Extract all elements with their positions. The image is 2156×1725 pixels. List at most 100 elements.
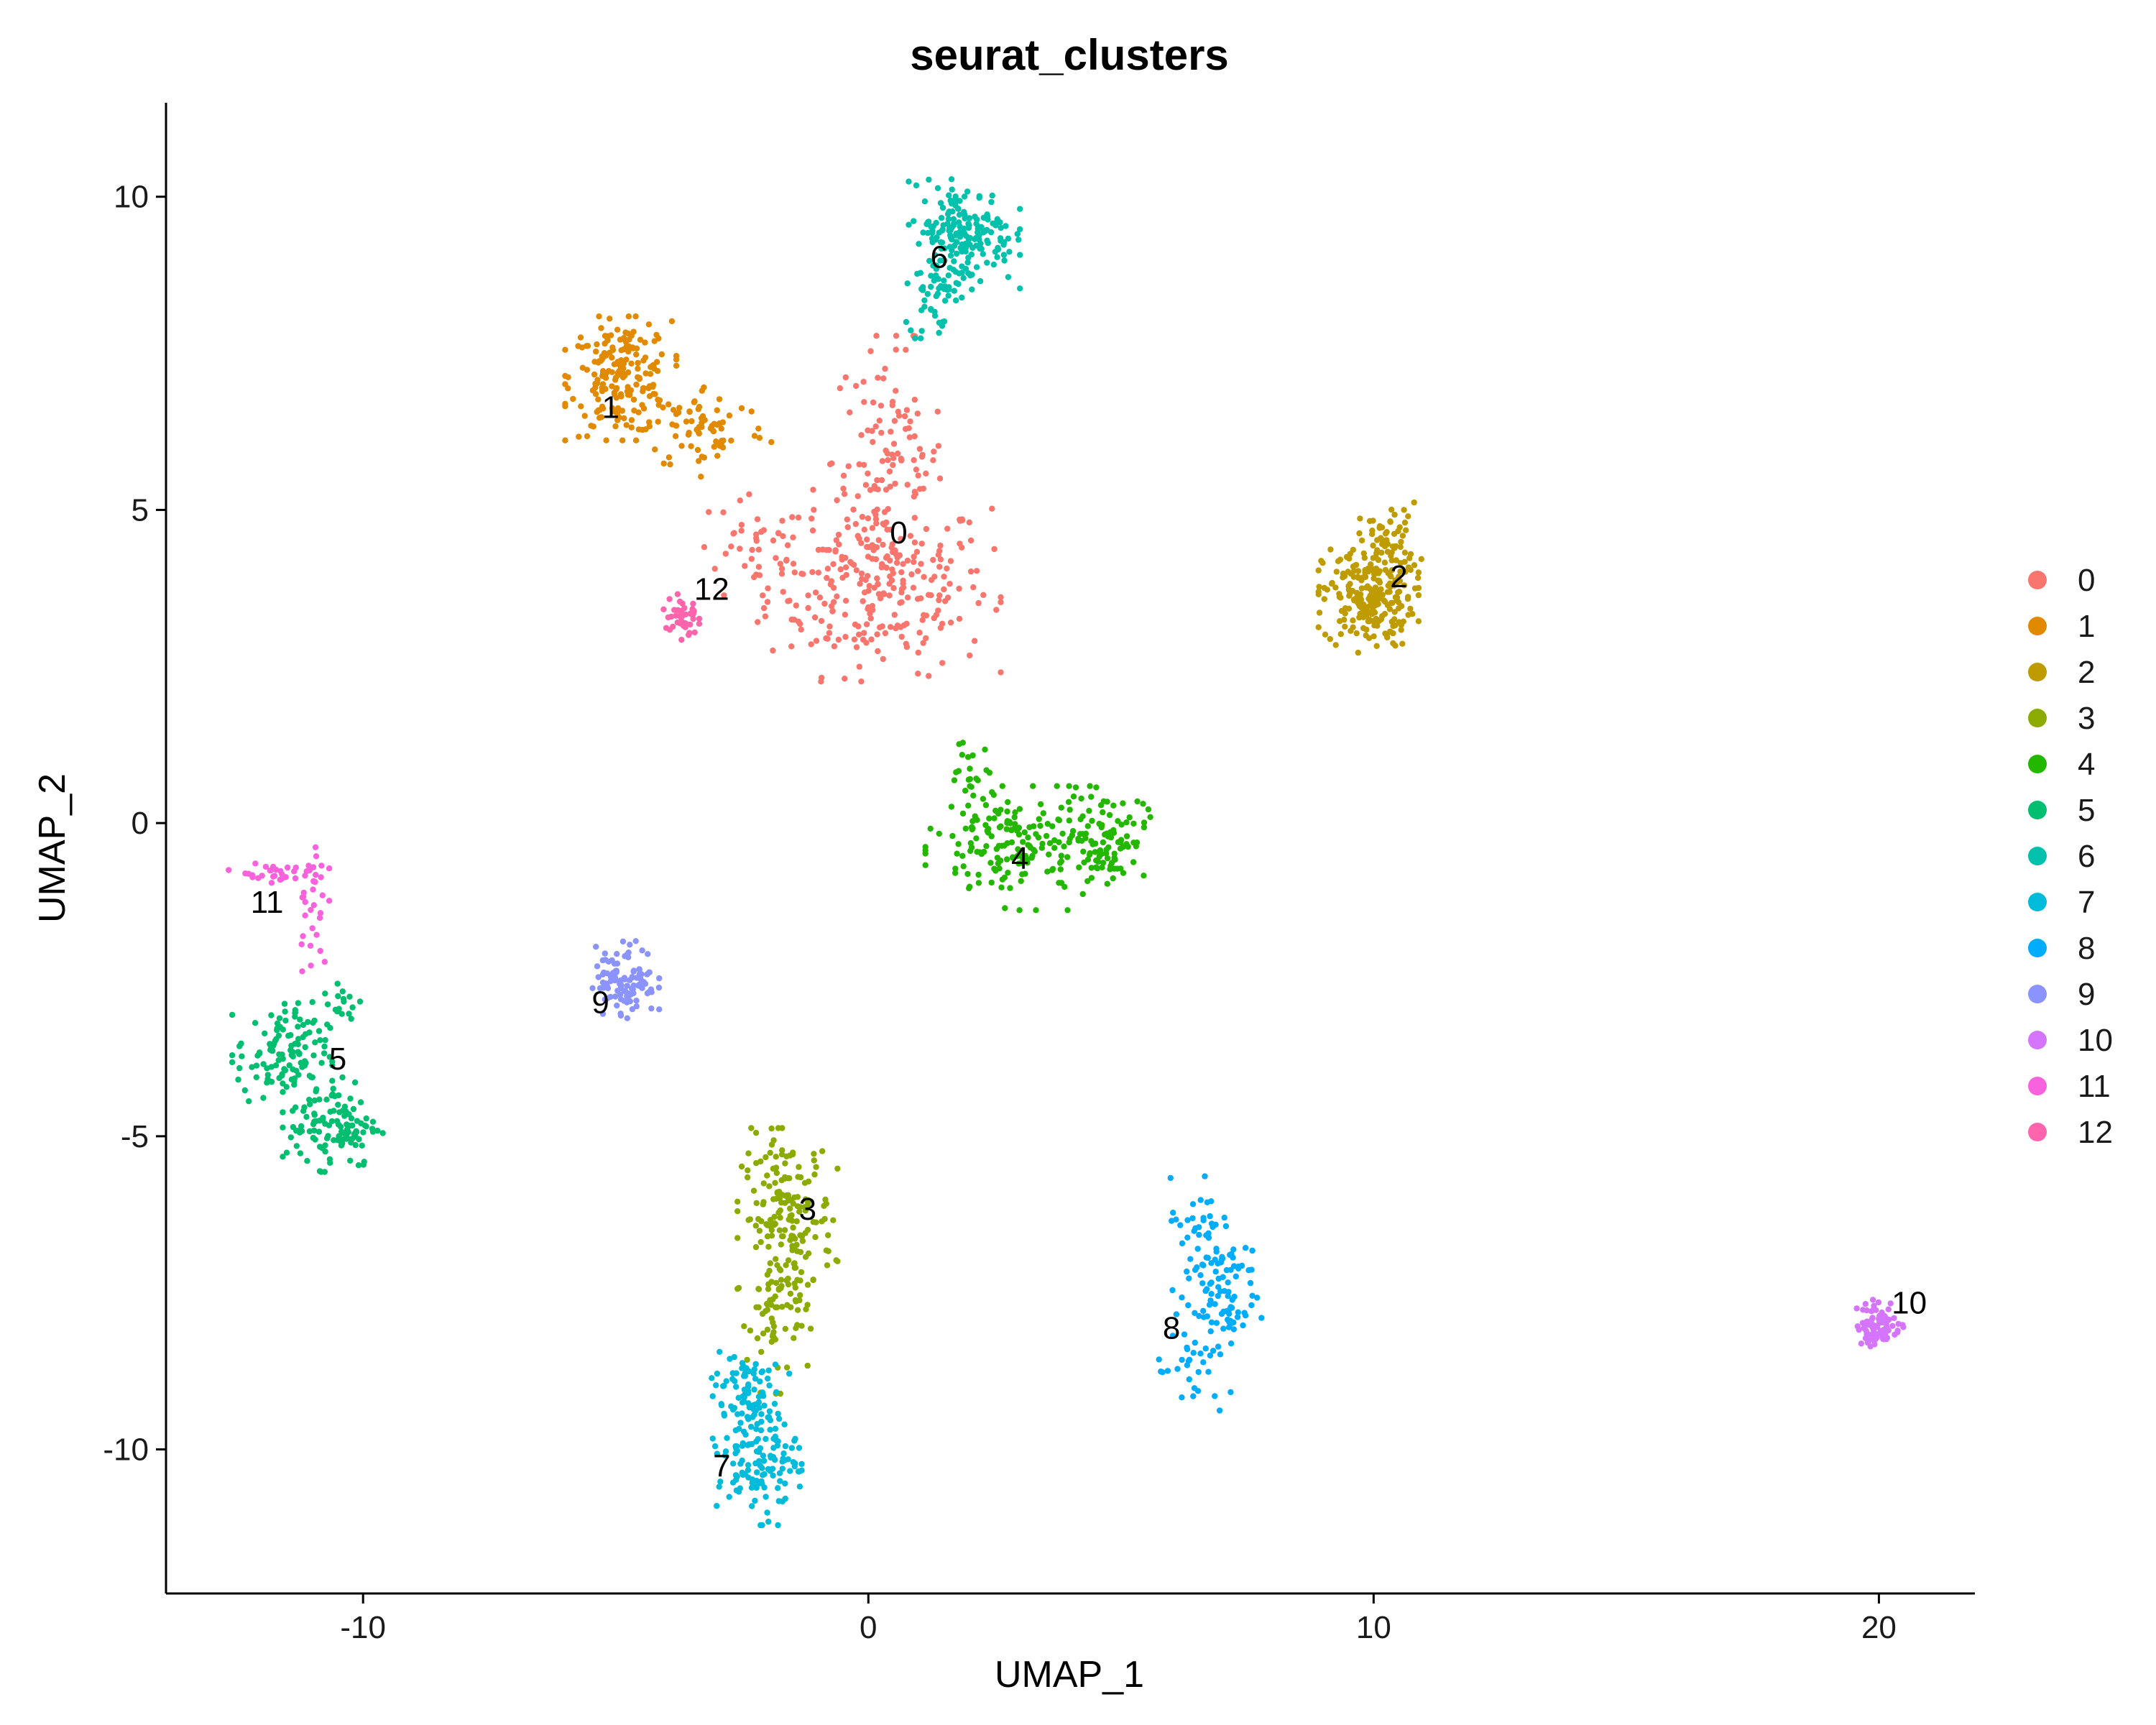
data-point	[260, 1061, 267, 1067]
data-point	[624, 951, 630, 958]
data-point	[299, 1064, 305, 1070]
data-point	[1100, 839, 1107, 846]
data-point	[308, 906, 314, 914]
data-point	[349, 1004, 356, 1011]
data-point	[751, 1386, 757, 1393]
data-point	[955, 206, 962, 212]
data-point	[1869, 1316, 1875, 1322]
data-point	[1197, 1272, 1204, 1279]
data-point	[923, 525, 930, 533]
data-point	[356, 998, 364, 1005]
data-point	[1316, 610, 1323, 616]
data-point	[1134, 798, 1141, 805]
data-point	[614, 1002, 620, 1009]
data-point	[779, 518, 786, 524]
legend-label-1: 1	[2078, 609, 2095, 644]
x-tick-label: 0	[860, 1610, 877, 1645]
data-point	[1415, 618, 1422, 625]
data-point	[242, 870, 249, 877]
data-point	[324, 1001, 331, 1008]
data-point	[939, 204, 946, 211]
data-point	[780, 589, 786, 595]
data-point	[777, 1478, 783, 1484]
data-point	[980, 592, 987, 598]
data-point	[1354, 599, 1361, 606]
legend-label-2: 2	[2078, 655, 2095, 690]
data-point	[1207, 1281, 1214, 1287]
data-point	[1058, 804, 1065, 811]
data-point	[915, 649, 922, 656]
data-point	[1120, 800, 1126, 806]
data-point	[287, 1134, 294, 1141]
data-point	[598, 325, 604, 331]
data-point	[330, 1085, 336, 1092]
data-point	[658, 351, 665, 358]
data-point	[1405, 513, 1411, 520]
data-point	[748, 1125, 755, 1131]
data-point	[906, 434, 913, 441]
data-point	[999, 876, 1006, 883]
data-point	[614, 326, 621, 333]
data-point	[772, 1361, 779, 1368]
data-point	[1202, 1173, 1208, 1179]
data-point	[861, 461, 867, 468]
data-point	[893, 625, 899, 632]
data-point	[798, 626, 804, 633]
data-point	[1333, 569, 1340, 575]
data-point	[782, 1200, 788, 1206]
legend-key-6	[2028, 847, 2047, 865]
data-point	[1043, 832, 1050, 840]
data-point	[1184, 1268, 1190, 1275]
data-point	[973, 835, 980, 842]
data-point	[760, 1391, 766, 1397]
data-point	[965, 236, 972, 243]
data-point	[1315, 591, 1322, 597]
data-point	[796, 1484, 803, 1490]
data-point	[1093, 864, 1100, 870]
data-point	[916, 241, 922, 247]
data-point	[914, 410, 921, 417]
data-point	[755, 1286, 762, 1292]
data-point	[1345, 605, 1353, 612]
cluster-label-1: 1	[602, 390, 619, 426]
data-point	[978, 246, 985, 252]
data-point	[915, 671, 921, 677]
data-point	[1388, 506, 1395, 513]
data-point	[1169, 1218, 1175, 1224]
data-point	[859, 576, 865, 582]
legend-key-5	[2028, 801, 2047, 819]
data-point	[1240, 1322, 1246, 1329]
data-point	[1378, 549, 1385, 556]
data-point	[716, 1484, 722, 1490]
data-point	[1871, 1306, 1877, 1312]
data-point	[867, 487, 874, 493]
data-point	[810, 1276, 816, 1283]
data-point	[842, 374, 849, 381]
data-point	[1390, 622, 1396, 630]
data-point	[886, 592, 893, 599]
data-point	[973, 776, 980, 782]
data-point	[745, 1381, 752, 1388]
data-point	[607, 332, 614, 339]
data-point	[859, 513, 866, 520]
data-point	[604, 982, 610, 989]
data-point	[964, 188, 971, 195]
data-point	[293, 1143, 300, 1149]
data-point	[1065, 799, 1072, 806]
data-point	[1885, 1306, 1892, 1312]
data-point	[696, 458, 702, 464]
data-point	[621, 415, 627, 422]
data-point	[767, 1297, 773, 1304]
data-point	[359, 1142, 365, 1149]
data-point	[739, 1469, 745, 1476]
data-point	[235, 1076, 241, 1083]
data-point	[921, 303, 928, 310]
data-point	[796, 1208, 803, 1215]
data-point	[599, 381, 607, 387]
data-point	[903, 346, 909, 353]
data-point	[782, 1443, 789, 1450]
data-point	[916, 630, 923, 636]
data-point	[698, 474, 704, 480]
data-point	[891, 418, 898, 424]
data-point	[1044, 868, 1051, 875]
